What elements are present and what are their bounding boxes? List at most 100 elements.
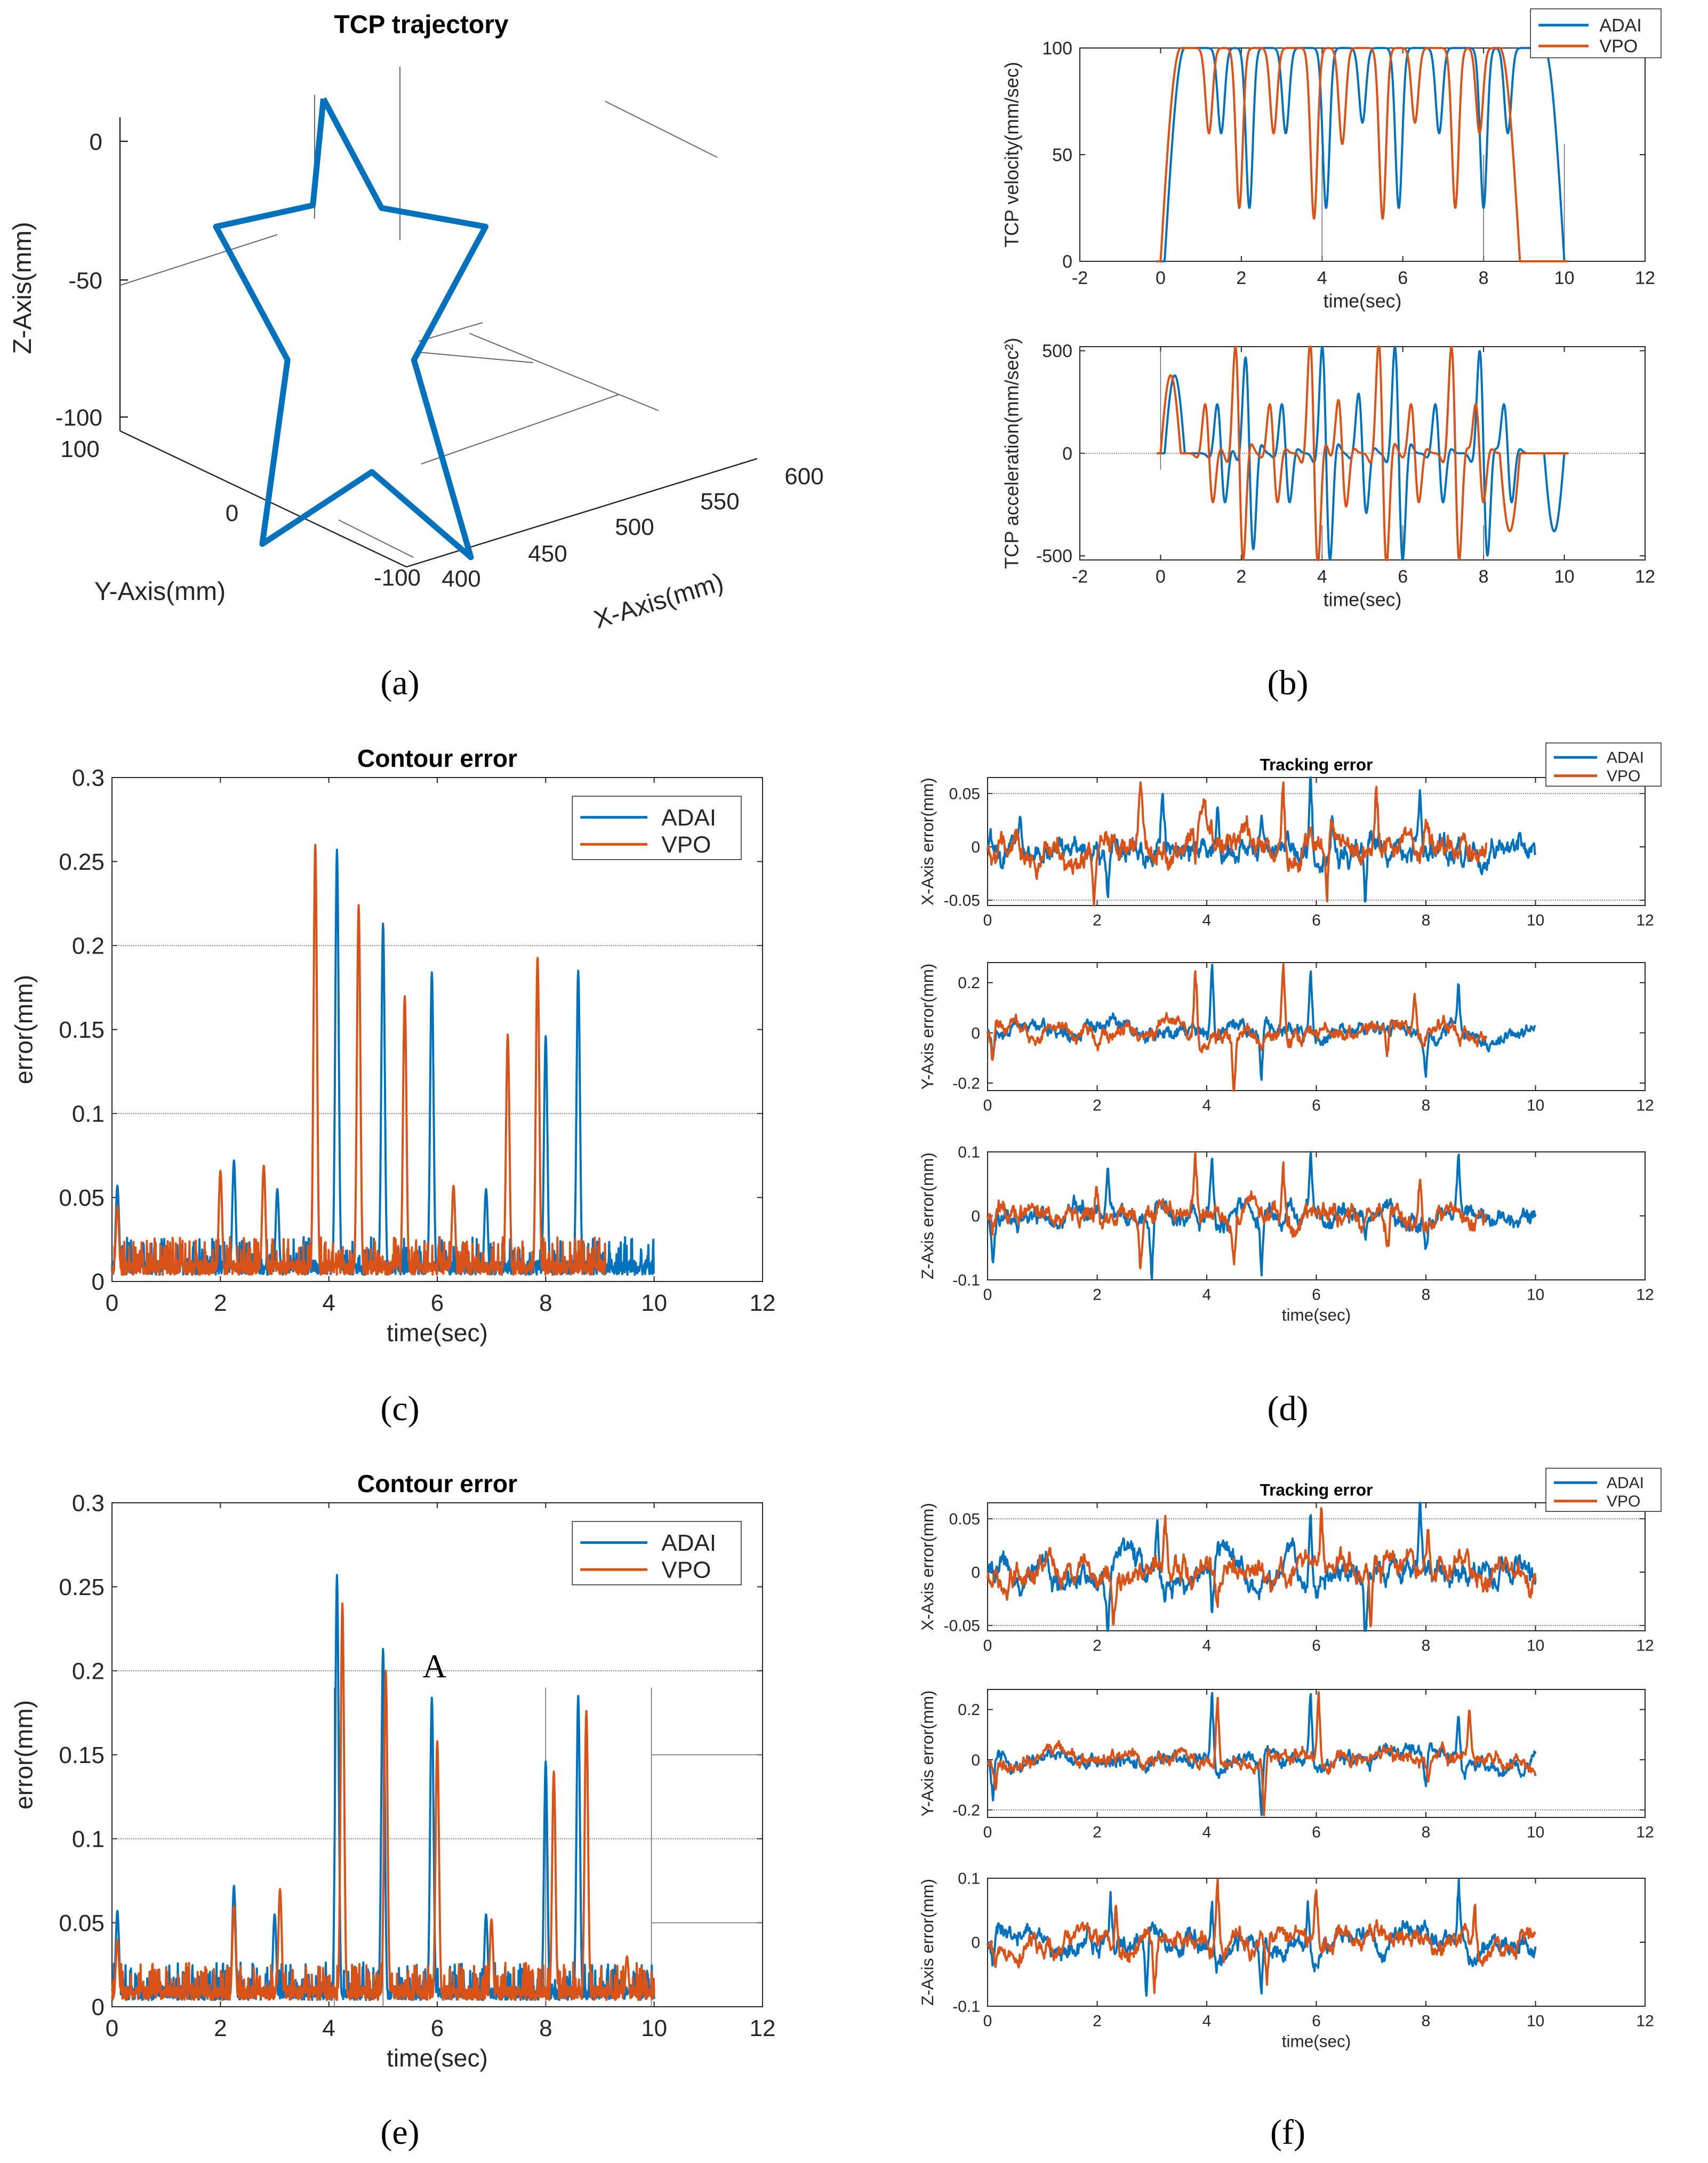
legend-box (572, 796, 742, 860)
x-tick-label: 2 (214, 2015, 227, 2041)
y-axis-label: Y-Axis error(mm) (918, 964, 937, 1090)
y-tick-label: 0.2 (72, 1658, 105, 1684)
x-tick-label: 12 (1636, 2013, 1654, 2030)
projection-line (421, 394, 619, 464)
y-tick-label: 0 (1062, 252, 1072, 272)
x-tick-label: 2 (1093, 1097, 1102, 1115)
y-tick-label: 0 (226, 500, 238, 526)
x-tick-label: 6 (1312, 1286, 1321, 1304)
x-tick-label: 12 (1636, 1097, 1654, 1115)
y-tick-label: 0.15 (59, 1742, 105, 1768)
x-tick-label: 4 (1317, 567, 1327, 587)
y-tick-label: -0.1 (952, 1998, 980, 2016)
x-tick-label: 4 (1202, 1286, 1212, 1304)
x-tick-label: 2 (1093, 1824, 1102, 1841)
x-tick-label: 10 (1527, 1824, 1544, 1841)
x-axis-label: time(sec) (387, 1319, 488, 1347)
x-tick-label: 0 (1156, 268, 1166, 289)
chart-title: Contour error (357, 744, 517, 772)
panel-caption: (a) (380, 663, 419, 702)
legend-label-vpo: VPO (1599, 36, 1638, 57)
x-tick-label: 4 (1317, 268, 1327, 289)
series-vpo (987, 781, 1487, 907)
chart-title: Tracking error (1260, 1480, 1373, 1500)
y-tick-label: 0 (971, 1751, 980, 1769)
x-tick-label: 12 (1635, 268, 1655, 289)
legend-label-adai: ADAI (661, 1530, 716, 1556)
x-tick-label: 2 (1093, 1637, 1102, 1655)
series-adai (987, 1878, 1537, 1997)
x-tick-label: 2 (1236, 567, 1246, 587)
y-tick-label: -0.1 (952, 1272, 980, 1289)
series-vpo (1156, 346, 1569, 561)
chart-c: 0 2 4 6 8 10 12 0 0.05 0.1 0.15 0.2 0.25 0.3 time(sec)… (10, 744, 775, 1347)
y-axis-label: X-Axis error(mm) (918, 1503, 937, 1631)
y-tick-label: -0.2 (952, 1801, 980, 1819)
x-tick-label: 12 (1636, 1286, 1654, 1304)
plot-frame (987, 1502, 1646, 1631)
x-axis-label: time(sec) (387, 2044, 488, 2072)
x-tick-label: 8 (1422, 2013, 1431, 2030)
y-tick-label: -0.05 (944, 1617, 980, 1635)
x-axis-label: time(sec) (1282, 1305, 1351, 1325)
x-tick-label: 12 (750, 1290, 776, 1316)
z-tick-label: 0 (90, 129, 102, 155)
chart-d2: 0 2 4 6 8 10 12-0.200.2Y-Axis error(mm) (918, 962, 1654, 1115)
y-tick-label: 0 (971, 1208, 980, 1225)
y-tick-label: 0 (92, 1994, 105, 2020)
y-axis-label: Z-Axis error(mm) (918, 1879, 937, 2006)
chart-b2: -2 0 2 4 6 8 10 12 -500 0 500 time(sec) TCP accelera… (1001, 338, 1655, 611)
y-axis-line (119, 430, 407, 568)
y-tick-label: 0.15 (59, 1017, 105, 1043)
x-tick-label: 10 (641, 1290, 667, 1316)
x-tick-label: 6 (1312, 2013, 1321, 2030)
x-tick-label: -2 (1072, 268, 1088, 289)
legend-label-vpo: VPO (661, 1557, 711, 1583)
x-tick-label: 6 (1312, 1824, 1321, 1841)
x-tick-label: 10 (1527, 1637, 1544, 1655)
y-tick-label: 100 (60, 436, 99, 462)
x-tick-label: 0 (983, 912, 992, 930)
panel-caption: (f) (1270, 2113, 1305, 2152)
y-tick-label: 0.3 (72, 765, 105, 791)
y-tick-label: 0 (971, 1564, 980, 1582)
y-tick-label: 100 (1042, 38, 1072, 59)
y-tick-label: 0.05 (949, 786, 980, 803)
series-star-path (213, 97, 489, 560)
x-axis-label: time(sec) (1282, 2032, 1351, 2051)
x-tick-label: 400 (442, 566, 480, 592)
x-tick-label: 6 (431, 1290, 444, 1316)
y-tick-label: 0.05 (59, 1910, 105, 1936)
x-tick-label: 0 (106, 1290, 118, 1316)
y-tick-label: 0 (1062, 444, 1072, 464)
y-tick-label: -100 (374, 565, 421, 591)
x-tick-label: 8 (1422, 1286, 1431, 1304)
y-tick-label: 50 (1052, 145, 1072, 165)
series-adai (987, 964, 1536, 1081)
legend-label-adai: ADAI (1607, 1475, 1644, 1492)
y-axis-label: TCP velocity(mm/sec) (1001, 62, 1022, 247)
legend-box (1530, 8, 1662, 59)
projection-line (418, 322, 483, 342)
legend-label-adai: ADAI (1607, 749, 1644, 767)
legend-label-adai: ADAI (1599, 15, 1641, 36)
y-tick-label: 0.05 (949, 1511, 980, 1528)
x-tick-label: 8 (1422, 1824, 1431, 1841)
y-axis-label: X-Axis error(mm) (918, 778, 937, 906)
y-tick-label: 0.1 (958, 1870, 980, 1888)
y-tick-label: 0.1 (958, 1144, 980, 1161)
y-tick-label: -0.2 (952, 1075, 980, 1092)
legend-box (572, 1521, 742, 1585)
y-tick-label: 0.25 (59, 849, 105, 875)
x-tick-label: 0 (983, 1097, 992, 1115)
x-tick-label: 6 (1312, 1637, 1321, 1655)
panel-caption: (b) (1268, 663, 1309, 702)
y-tick-label: 0 (971, 839, 980, 856)
x-tick-label: 4 (322, 2015, 335, 2041)
x-tick-label: 2 (1093, 1286, 1102, 1304)
x-tick-label: 10 (1554, 567, 1575, 587)
series-vpo (111, 1603, 655, 2001)
